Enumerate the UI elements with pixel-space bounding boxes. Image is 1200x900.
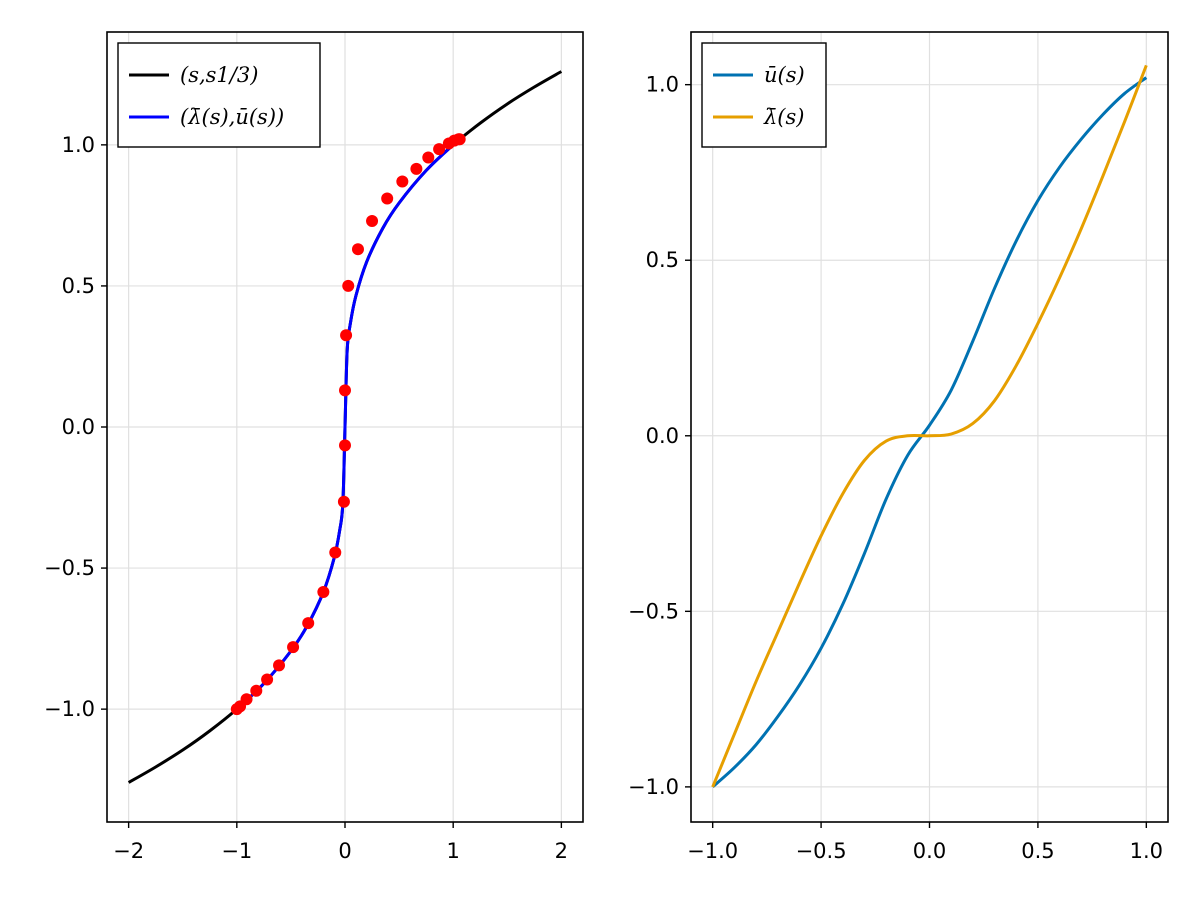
- y-tick-label: 0.0: [62, 415, 95, 439]
- scatter-point: [337, 495, 350, 508]
- legend: ū(s) λ̄(s): [701, 42, 827, 148]
- scatter-point: [342, 279, 355, 292]
- scatter-point: [339, 439, 351, 452]
- x-tick-label: 2: [555, 839, 568, 863]
- scatter-point: [340, 329, 353, 342]
- y-tick-label: −0.5: [44, 556, 95, 580]
- scatter-point: [396, 175, 409, 188]
- x-tick-label: −1.0: [687, 839, 738, 863]
- y-tick-label: −1.0: [44, 697, 95, 721]
- series-line-2: [711, 64, 1148, 788]
- scatter-point: [317, 586, 330, 599]
- scatter-point: [410, 162, 423, 175]
- x-tick-label: 1.0: [1130, 839, 1163, 863]
- scatter-point: [339, 384, 351, 397]
- plot-area: [127, 70, 563, 784]
- x-tick-label: 0: [338, 839, 351, 863]
- y-tick-label: 0.0: [646, 424, 679, 448]
- x-tick-label: 1: [446, 839, 459, 863]
- x-tick-label: 0.0: [913, 839, 946, 863]
- legend: (s,s1/3) (λ̄(s),ū(s)): [117, 42, 321, 148]
- scatter-point: [250, 684, 263, 697]
- plot-area: [711, 64, 1148, 789]
- legend-label: λ̄(s): [763, 105, 804, 129]
- chart-panel-1: −2 −1 0 1 2 −1.0 −0.5 0.0 0.5 1.0 (s,s1/3) (λ̄(s),ū…: [44, 31, 584, 863]
- y-tick-label: 1.0: [646, 73, 679, 97]
- scatter-point: [422, 151, 435, 164]
- scatter-point: [273, 659, 286, 672]
- scatter-point: [351, 243, 364, 256]
- scatter-point: [287, 641, 300, 654]
- scatter-point: [433, 143, 446, 156]
- legend-label: ū(s): [764, 63, 805, 87]
- scatter-point: [240, 693, 253, 706]
- y-tick-label: −0.5: [628, 599, 679, 623]
- y-tick-label: 1.0: [62, 133, 95, 157]
- legend-box: [701, 42, 827, 148]
- scatter-point: [453, 133, 466, 146]
- legend-label: (λ̄(s),ū(s)): [180, 105, 284, 129]
- y-tick-label: −1.0: [628, 775, 679, 799]
- scatter-point: [381, 192, 394, 205]
- scatter-point: [366, 215, 379, 228]
- series-line-1: [711, 76, 1148, 789]
- scatter-point: [261, 673, 274, 686]
- y-tick-label: 0.5: [62, 274, 95, 298]
- x-tick-label: −0.5: [796, 839, 847, 863]
- chart-panel-2: −1.0 −0.5 0.0 0.5 1.0 −1.0 −0.5 0.0 0.5 1.0 ū(s) λ̄…: [628, 31, 1169, 863]
- series-line-2: [235, 138, 461, 711]
- scatter-point: [329, 546, 342, 559]
- x-tick-label: 0.5: [1021, 839, 1054, 863]
- y-tick-label: 0.5: [646, 248, 679, 272]
- scatter-point: [302, 617, 315, 630]
- legend-label: (s,s1/3): [180, 63, 258, 87]
- x-tick-label: −1: [221, 839, 252, 863]
- legend-box: [117, 42, 321, 148]
- x-tick-label: −2: [113, 839, 144, 863]
